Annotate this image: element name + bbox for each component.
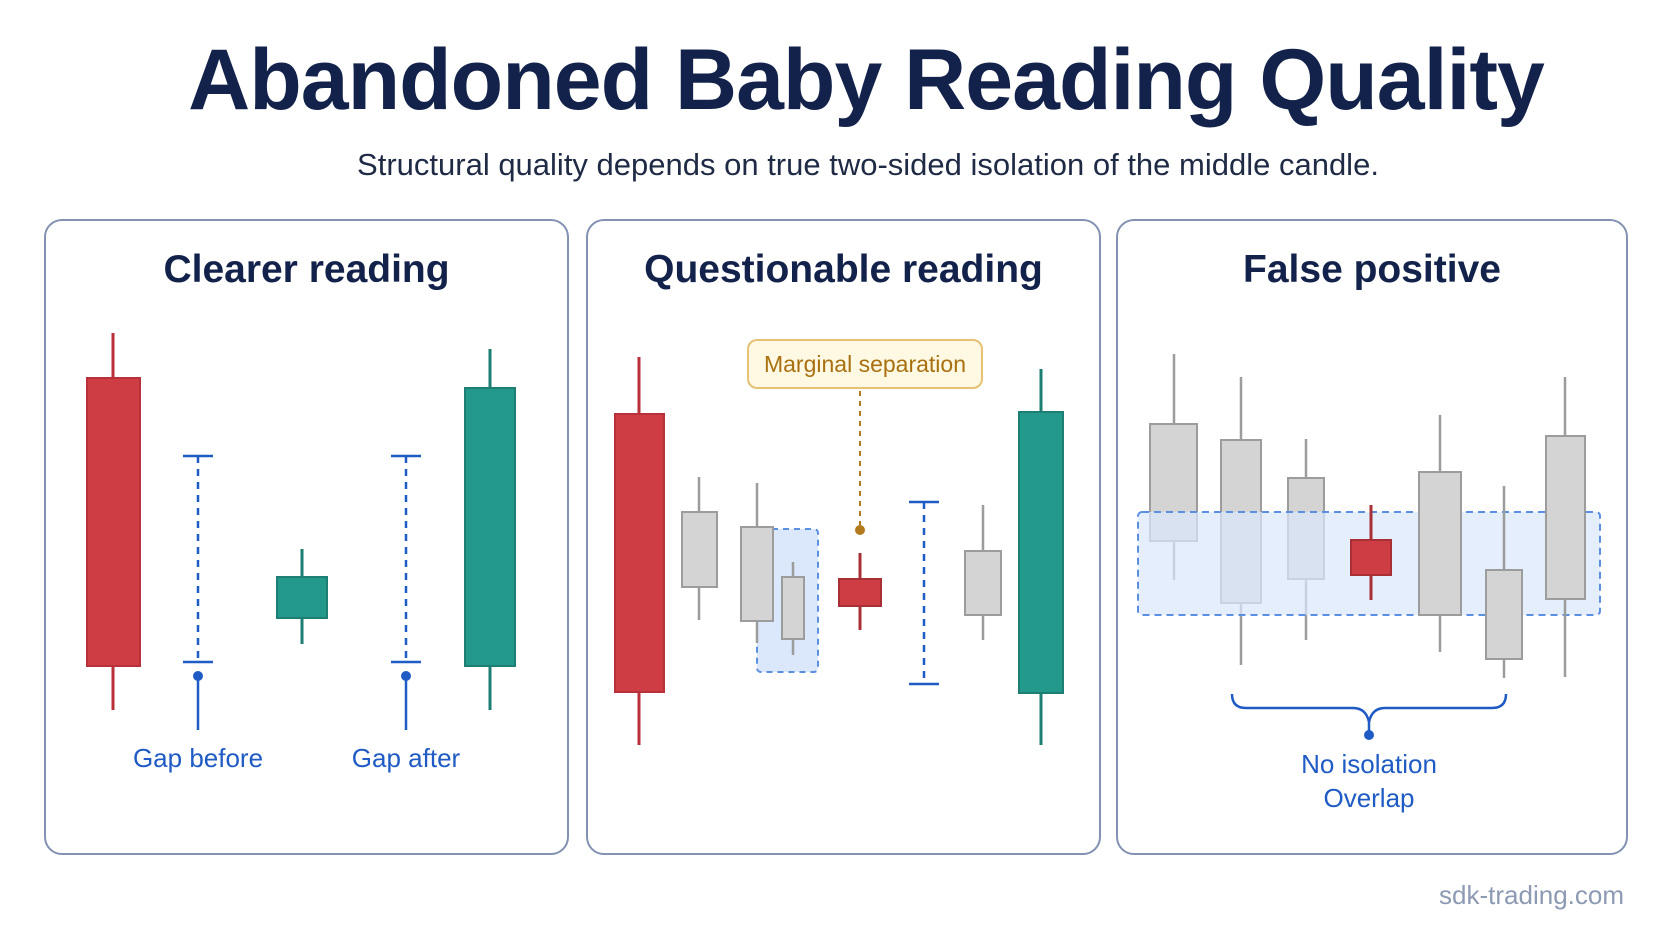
overlap-label: Overlap — [1323, 783, 1415, 813]
clearer-reading-candles — [86, 333, 516, 710]
false-positive-candles-front — [1350, 377, 1586, 678]
gap-before-label: Gap before — [132, 743, 264, 773]
bullish-candle — [1018, 411, 1064, 694]
questionable-reading-candles — [614, 357, 1064, 745]
panel-questionable-reading — [586, 219, 1101, 855]
overlap-brace — [1230, 693, 1508, 723]
page-title: Abandoned Baby Reading Quality — [188, 32, 1545, 128]
page-subtitle: Structural quality depends on true two-s… — [357, 147, 1379, 182]
gap-before-marker — [183, 454, 213, 730]
gap-after-dot — [401, 671, 411, 681]
panel-title-false-positive: False positive — [1243, 248, 1501, 291]
marginal-separation-callout: Marginal separation — [747, 339, 983, 389]
panel-title-clearer: Clearer reading — [163, 248, 450, 291]
false-positive-candles — [1149, 354, 1325, 665]
gap-before-dot — [193, 671, 203, 681]
bearish-candle — [86, 377, 141, 667]
gap-after-marker — [391, 454, 421, 730]
gap-after-label: Gap after — [351, 743, 461, 773]
footer-watermark: sdk-trading.com — [1439, 880, 1624, 910]
separation-marker — [909, 500, 939, 686]
middle-candle — [276, 576, 328, 619]
middle-candle — [1350, 539, 1392, 576]
middle-candle — [838, 578, 882, 607]
bullish-candle — [464, 387, 516, 667]
panel-title-questionable: Questionable reading — [644, 248, 1043, 291]
no-isolation-label: No isolation — [1301, 749, 1437, 779]
bearish-candle — [614, 413, 665, 693]
callout-dot — [855, 525, 865, 535]
